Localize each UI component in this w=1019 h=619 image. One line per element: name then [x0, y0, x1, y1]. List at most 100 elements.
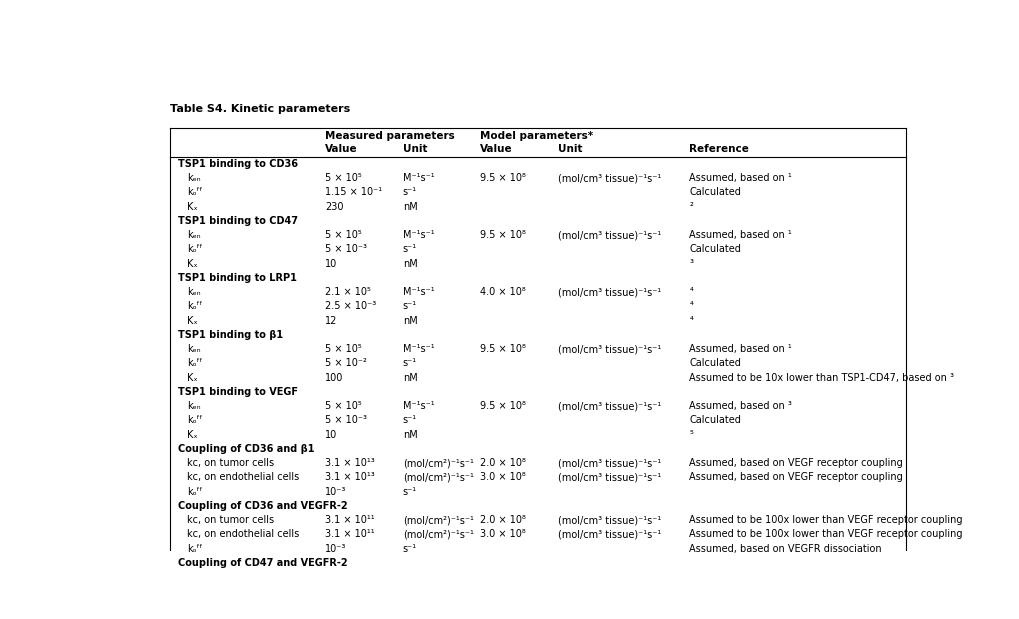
Text: kᴄ, on endothelial cells: kᴄ, on endothelial cells — [187, 529, 300, 539]
Text: 2.0 × 10⁸: 2.0 × 10⁸ — [480, 458, 526, 468]
Text: 1.15 × 10⁻¹: 1.15 × 10⁻¹ — [325, 188, 382, 197]
Text: (mol/cm²)⁻¹s⁻¹: (mol/cm²)⁻¹s⁻¹ — [403, 529, 473, 539]
Text: (mol/cm³ tissue)⁻¹s⁻¹: (mol/cm³ tissue)⁻¹s⁻¹ — [557, 515, 660, 525]
Text: 10⁻³: 10⁻³ — [325, 543, 346, 553]
Text: (mol/cm³ tissue)⁻¹s⁻¹: (mol/cm³ tissue)⁻¹s⁻¹ — [557, 344, 660, 354]
Text: s⁻¹: s⁻¹ — [403, 358, 417, 368]
Text: kᴄ, on tumor cells: kᴄ, on tumor cells — [187, 458, 274, 468]
Text: 9.5 × 10⁸: 9.5 × 10⁸ — [480, 230, 526, 240]
Text: 5 × 10⁻³: 5 × 10⁻³ — [325, 415, 367, 425]
Text: Value: Value — [480, 144, 513, 154]
Text: 4.0 × 10⁸: 4.0 × 10⁸ — [480, 287, 526, 297]
Text: 10: 10 — [325, 430, 337, 439]
Text: s⁻¹: s⁻¹ — [403, 415, 417, 425]
Text: Coupling of CD36 and VEGFR-2: Coupling of CD36 and VEGFR-2 — [177, 501, 347, 511]
Text: kₑₙ: kₑₙ — [187, 344, 201, 354]
Text: Assumed, based on VEGF receptor coupling: Assumed, based on VEGF receptor coupling — [689, 472, 902, 482]
Text: Assumed, based on ¹: Assumed, based on ¹ — [689, 230, 792, 240]
Text: Unit: Unit — [403, 144, 427, 154]
Text: Assumed to be 100x lower than VEGF receptor coupling: Assumed to be 100x lower than VEGF recep… — [689, 515, 962, 525]
Text: Coupling of CD47 and VEGFR-2: Coupling of CD47 and VEGFR-2 — [177, 558, 347, 568]
Text: (mol/cm³ tissue)⁻¹s⁻¹: (mol/cm³ tissue)⁻¹s⁻¹ — [557, 472, 660, 482]
Text: Coupling of CD36 and β1: Coupling of CD36 and β1 — [177, 444, 314, 454]
Text: Kₓ: Kₓ — [187, 373, 198, 383]
Text: 9.5 × 10⁸: 9.5 × 10⁸ — [480, 344, 526, 354]
Text: TSP1 binding to VEGF: TSP1 binding to VEGF — [177, 387, 298, 397]
Text: Table S4. Kinetic parameters: Table S4. Kinetic parameters — [170, 103, 351, 113]
Text: kₒᶠᶠ: kₒᶠᶠ — [187, 188, 203, 197]
Text: 3.1 × 10¹¹: 3.1 × 10¹¹ — [325, 515, 374, 525]
Text: 5 × 10⁻³: 5 × 10⁻³ — [325, 245, 367, 254]
Text: Unit: Unit — [557, 144, 582, 154]
Text: Assumed, based on ¹: Assumed, based on ¹ — [689, 344, 792, 354]
Text: 2.5 × 10⁻³: 2.5 × 10⁻³ — [325, 301, 376, 311]
Text: (mol/cm³ tissue)⁻¹s⁻¹: (mol/cm³ tissue)⁻¹s⁻¹ — [557, 230, 660, 240]
Text: M⁻¹s⁻¹: M⁻¹s⁻¹ — [403, 401, 434, 411]
Text: s⁻¹: s⁻¹ — [403, 245, 417, 254]
Text: 5 × 10⁵: 5 × 10⁵ — [325, 230, 362, 240]
Text: Calculated: Calculated — [689, 188, 741, 197]
Text: (mol/cm³ tissue)⁻¹s⁻¹: (mol/cm³ tissue)⁻¹s⁻¹ — [557, 529, 660, 539]
Text: nM: nM — [403, 259, 417, 269]
Text: s⁻¹: s⁻¹ — [403, 487, 417, 496]
Text: kₑₙ: kₑₙ — [187, 230, 201, 240]
Text: (mol/cm³ tissue)⁻¹s⁻¹: (mol/cm³ tissue)⁻¹s⁻¹ — [557, 173, 660, 183]
Text: 5 × 10⁵: 5 × 10⁵ — [325, 401, 362, 411]
Text: s⁻¹: s⁻¹ — [403, 543, 417, 553]
Text: s⁻¹: s⁻¹ — [403, 188, 417, 197]
Text: 3.0 × 10⁸: 3.0 × 10⁸ — [480, 472, 526, 482]
Text: kᴄ, on endothelial cells: kᴄ, on endothelial cells — [187, 472, 300, 482]
Text: Assumed to be 100x lower than VEGF receptor coupling: Assumed to be 100x lower than VEGF recep… — [689, 529, 962, 539]
Text: s⁻¹: s⁻¹ — [403, 301, 417, 311]
Text: ⁴: ⁴ — [689, 316, 693, 326]
Text: kₒᶠᶠ: kₒᶠᶠ — [187, 301, 203, 311]
Text: M⁻¹s⁻¹: M⁻¹s⁻¹ — [403, 230, 434, 240]
Text: kₑₙ: kₑₙ — [187, 173, 201, 183]
Text: Assumed, based on ¹: Assumed, based on ¹ — [689, 173, 792, 183]
Text: TSP1 binding to LRP1: TSP1 binding to LRP1 — [177, 273, 297, 283]
Text: Kₓ: Kₓ — [187, 259, 198, 269]
Text: 10⁻³: 10⁻³ — [325, 487, 346, 496]
Text: kₒᶠᶠ: kₒᶠᶠ — [187, 415, 203, 425]
Text: Kₓ: Kₓ — [187, 430, 198, 439]
Text: 5 × 10⁵: 5 × 10⁵ — [325, 173, 362, 183]
Text: (mol/cm²)⁻¹s⁻¹: (mol/cm²)⁻¹s⁻¹ — [403, 515, 473, 525]
Text: 3.1 × 10¹³: 3.1 × 10¹³ — [325, 472, 375, 482]
Text: TSP1 binding to CD36: TSP1 binding to CD36 — [177, 159, 298, 169]
Text: 12: 12 — [325, 316, 337, 326]
Text: 9.5 × 10⁸: 9.5 × 10⁸ — [480, 401, 526, 411]
Text: Kₓ: Kₓ — [187, 316, 198, 326]
Text: kₒᶠᶠ: kₒᶠᶠ — [187, 543, 203, 553]
Text: Assumed, based on VEGF receptor coupling: Assumed, based on VEGF receptor coupling — [689, 458, 902, 468]
Text: Assumed to be 10x lower than TSP1-CD47, based on ³: Assumed to be 10x lower than TSP1-CD47, … — [689, 373, 954, 383]
Text: Value: Value — [325, 144, 358, 154]
Text: nM: nM — [403, 430, 417, 439]
Text: nM: nM — [403, 373, 417, 383]
Text: TSP1 binding to CD47: TSP1 binding to CD47 — [177, 216, 298, 226]
Text: 10: 10 — [325, 259, 337, 269]
Text: ³: ³ — [689, 259, 693, 269]
Text: (mol/cm³ tissue)⁻¹s⁻¹: (mol/cm³ tissue)⁻¹s⁻¹ — [557, 287, 660, 297]
Text: ⁵: ⁵ — [689, 430, 693, 439]
Text: Calculated: Calculated — [689, 415, 741, 425]
Text: kₒᶠᶠ: kₒᶠᶠ — [187, 487, 203, 496]
Text: 3.1 × 10¹¹: 3.1 × 10¹¹ — [325, 529, 374, 539]
Text: Measured parameters: Measured parameters — [325, 131, 454, 141]
Text: 230: 230 — [325, 202, 343, 212]
Text: 2.0 × 10⁸: 2.0 × 10⁸ — [480, 515, 526, 525]
Text: (mol/cm²)⁻¹s⁻¹: (mol/cm²)⁻¹s⁻¹ — [403, 458, 473, 468]
Text: kₒᶠᶠ: kₒᶠᶠ — [187, 358, 203, 368]
Text: Assumed, based on ³: Assumed, based on ³ — [689, 401, 792, 411]
Text: 100: 100 — [325, 373, 343, 383]
Text: Kₓ: Kₓ — [187, 202, 198, 212]
Text: Reference: Reference — [689, 144, 749, 154]
Text: (mol/cm²)⁻¹s⁻¹: (mol/cm²)⁻¹s⁻¹ — [403, 472, 473, 482]
Text: 5 × 10⁵: 5 × 10⁵ — [325, 344, 362, 354]
Text: 3.1 × 10¹³: 3.1 × 10¹³ — [325, 458, 375, 468]
Text: Calculated: Calculated — [689, 358, 741, 368]
Text: kᴄ, on tumor cells: kᴄ, on tumor cells — [187, 515, 274, 525]
Text: M⁻¹s⁻¹: M⁻¹s⁻¹ — [403, 287, 434, 297]
Text: ⁴: ⁴ — [689, 301, 693, 311]
Text: 9.5 × 10⁸: 9.5 × 10⁸ — [480, 173, 526, 183]
Text: 2.1 × 10⁵: 2.1 × 10⁵ — [325, 287, 371, 297]
